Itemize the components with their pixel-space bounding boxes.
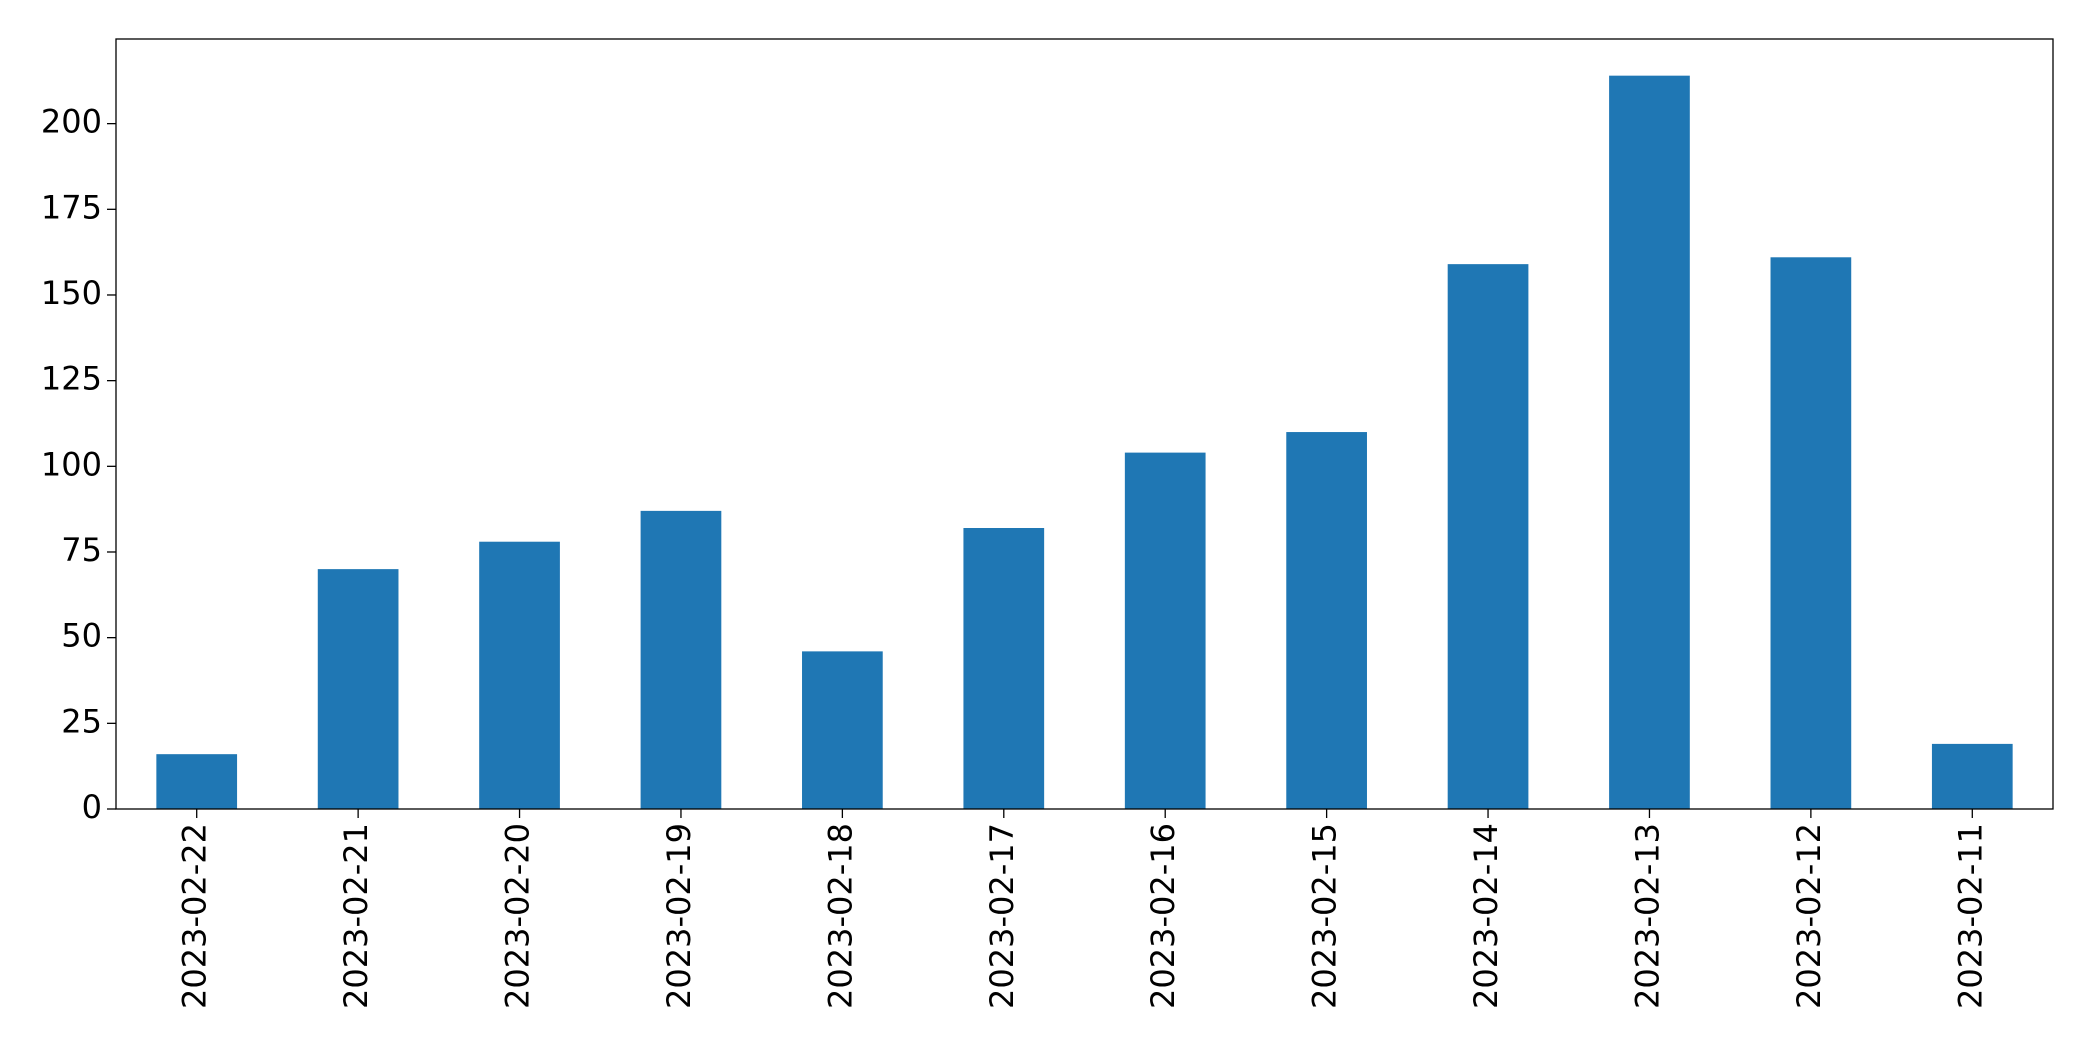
bar [1124, 452, 1206, 809]
x-tick-label: 2023-02-21 [337, 823, 375, 1009]
bar [156, 754, 238, 809]
bar [640, 510, 722, 809]
x-tick-label: 2023-02-20 [499, 823, 537, 1009]
x-tick-label: 2023-02-13 [1628, 823, 1666, 1009]
bar [479, 541, 560, 809]
bar [317, 569, 399, 809]
x-tick-label: 2023-02-19 [660, 823, 698, 1009]
bar [1447, 264, 1529, 809]
y-tick-label: 50 [61, 617, 102, 655]
y-tick-label: 175 [41, 188, 102, 226]
x-tick-label: 2023-02-16 [1144, 823, 1182, 1009]
y-tick-label: 75 [61, 531, 102, 569]
plot-frame [115, 38, 2054, 810]
bar [1286, 432, 1367, 809]
x-tick-label: 2023-02-14 [1467, 823, 1505, 1009]
y-tick-label: 25 [61, 702, 102, 740]
x-tick-label: 2023-02-12 [1790, 823, 1828, 1009]
x-tick-label: 2023-02-22 [176, 823, 214, 1009]
y-tick-label: 0 [82, 788, 102, 826]
x-tick-label: 2023-02-18 [821, 823, 859, 1009]
y-tick-label: 150 [41, 274, 102, 312]
x-tick-label: 2023-02-11 [1951, 823, 1989, 1009]
x-tick-label: 2023-02-15 [1306, 823, 1344, 1009]
y-tick-label: 200 [41, 103, 102, 141]
x-tick-label: 2023-02-17 [983, 823, 1021, 1009]
y-tick-label: 125 [41, 360, 102, 398]
bar [1770, 257, 1852, 809]
bar [1609, 75, 1690, 809]
bar [802, 651, 883, 809]
bar [1931, 743, 2013, 809]
bar [963, 528, 1045, 809]
y-tick-label: 100 [41, 445, 102, 483]
